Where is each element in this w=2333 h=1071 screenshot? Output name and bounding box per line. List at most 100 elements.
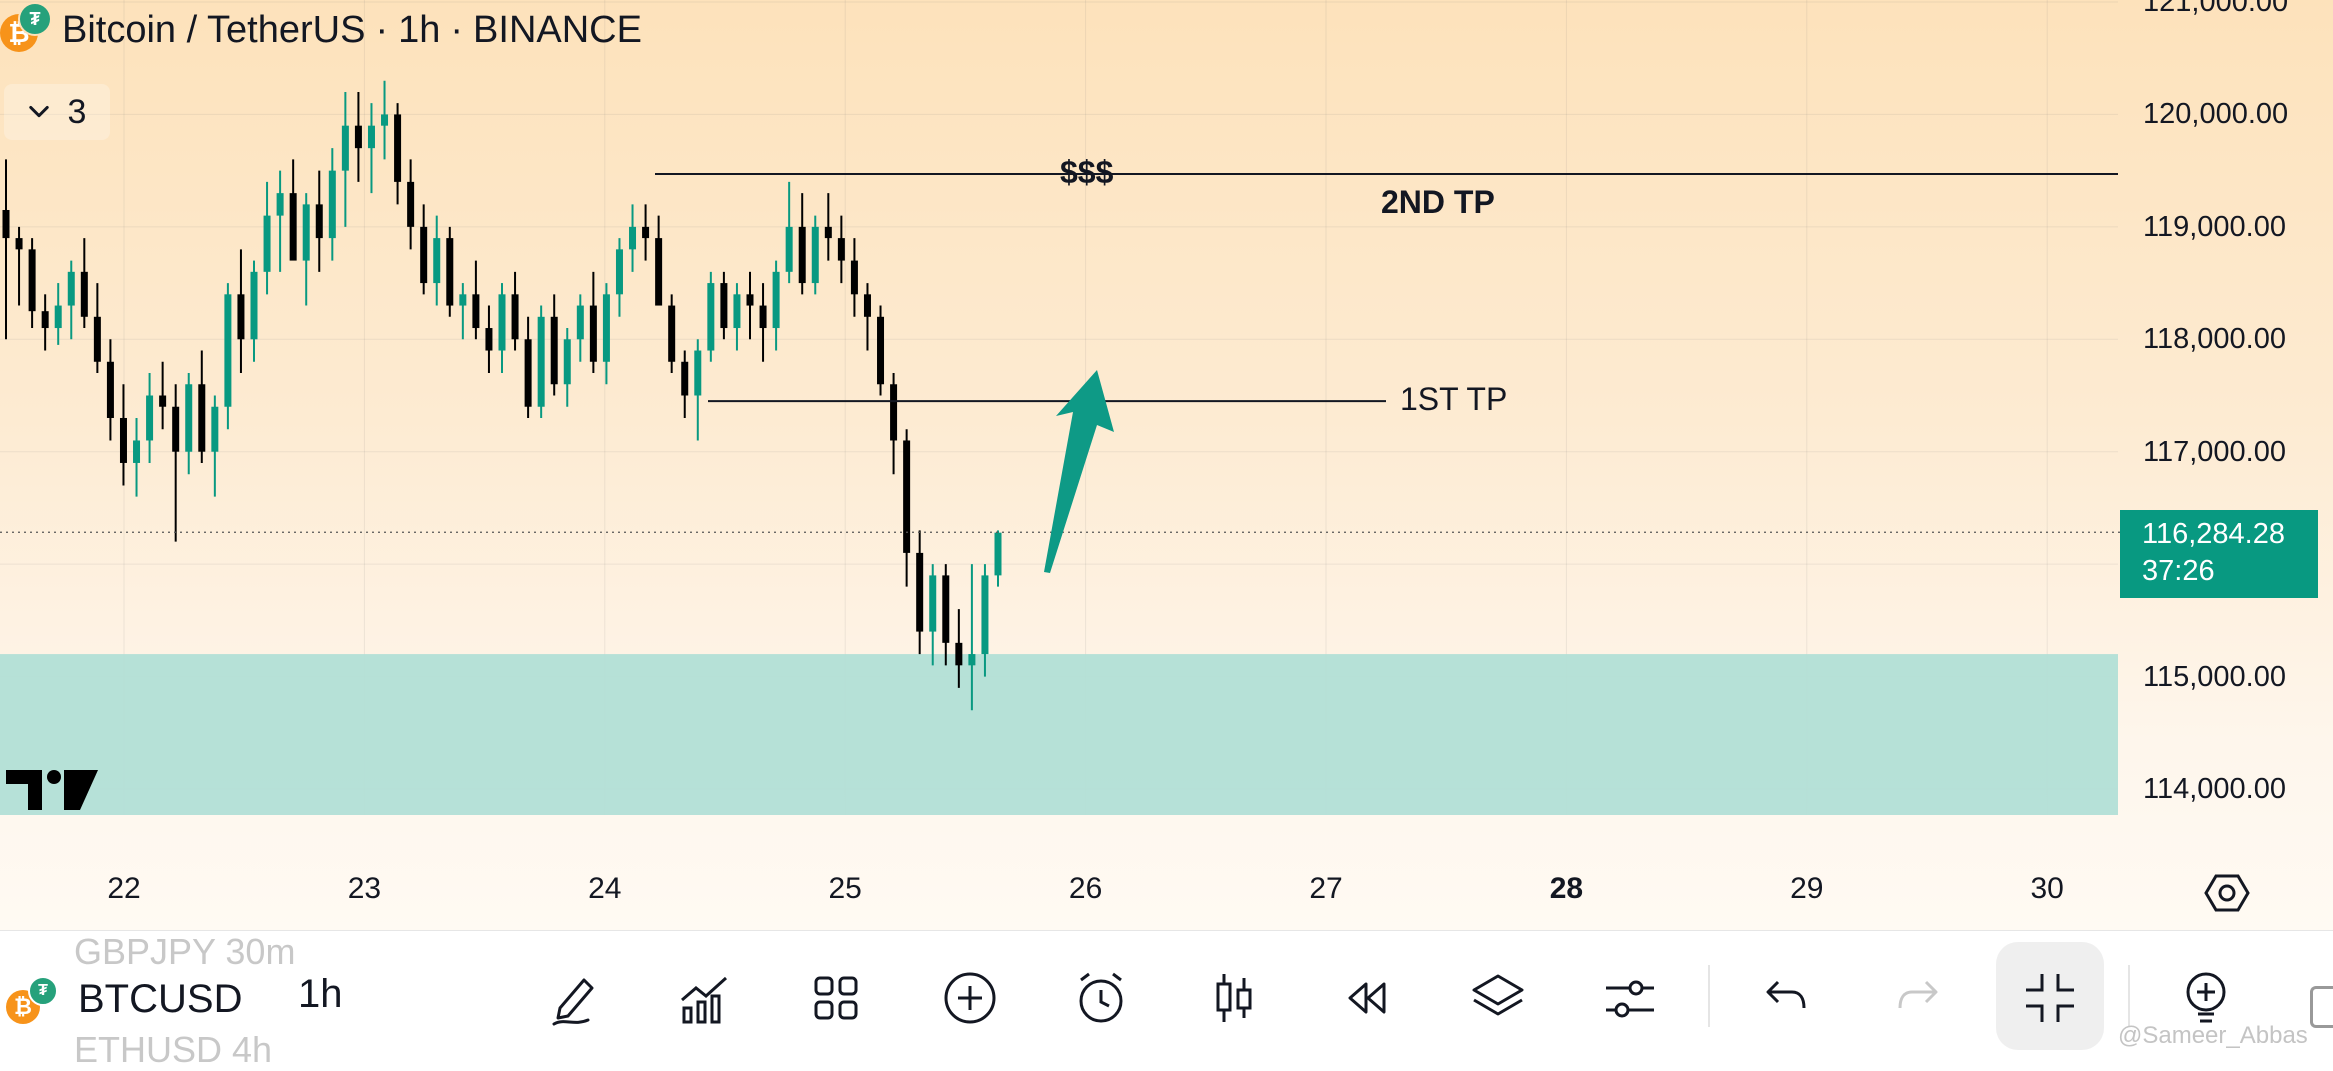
- pair-name: Bitcoin / TetherUS: [62, 8, 366, 51]
- candle-body-58: [759, 305, 767, 329]
- fullscreen-exit-button[interactable]: [2014, 962, 2086, 1034]
- level-label-2nd-tp[interactable]: 2ND TP: [1381, 184, 1495, 221]
- undo-button[interactable]: [1750, 962, 1822, 1034]
- candle-body-16: [211, 406, 219, 452]
- candle-body-41: [537, 316, 545, 407]
- chart-settings-icon[interactable]: [2204, 870, 2250, 916]
- symbol-list-next[interactable]: ETHUSD 4h: [74, 1029, 273, 1070]
- candle-body-66: [863, 294, 871, 317]
- date-tick-label: 24: [588, 872, 622, 905]
- chart-type-button[interactable]: [1198, 962, 1270, 1034]
- candle-body-6: [80, 271, 88, 317]
- candle-body-12: [159, 395, 167, 407]
- alert-button[interactable]: [1065, 962, 1137, 1034]
- date-tick-label: 25: [828, 872, 862, 905]
- price-chart[interactable]: [0, 0, 2333, 930]
- author-watermark: @Sameer_Abbas: [2118, 1022, 2308, 1049]
- toolbar-divider: [1708, 965, 1710, 1027]
- candle-body-37: [485, 328, 493, 351]
- price-tick-label: 117,000.00: [2143, 435, 2286, 468]
- candle-body-21: [276, 193, 284, 216]
- layers-button[interactable]: [1462, 962, 1534, 1034]
- candle-body-44: [576, 305, 584, 340]
- more-tools-edge[interactable]: [2310, 986, 2333, 1028]
- candle-body-36: [472, 294, 480, 329]
- candle-body-22: [289, 193, 297, 261]
- candle-body-57: [746, 294, 754, 306]
- candle-body-40: [524, 339, 532, 407]
- candle-body-62: [811, 226, 819, 284]
- chevron-down-icon: [28, 105, 49, 118]
- pair-logo: ₿ ₮: [0, 0, 60, 60]
- current-price-tag: 116,284.28 37:26: [2120, 510, 2318, 598]
- candle-body-13: [172, 406, 180, 452]
- candle-body-56: [733, 294, 741, 329]
- tether-logo-icon: ₮: [18, 2, 52, 36]
- candle-body-65: [850, 260, 858, 295]
- candle-body-1: [15, 238, 23, 250]
- chart-area[interactable]: ₿ ₮ Bitcoin / TetherUS · 1h · BINANCE 3 …: [0, 0, 2333, 930]
- candle-body-60: [785, 226, 793, 272]
- candle-body-4: [54, 305, 62, 329]
- fullscreen-exit-icon: [2026, 974, 2074, 1022]
- redo-button[interactable]: [1882, 962, 1954, 1034]
- candle-body-54: [707, 283, 715, 351]
- candle-body-17: [224, 294, 232, 407]
- candle-body-7: [93, 316, 101, 362]
- indicators-icon: [681, 976, 728, 1024]
- candle-body-30: [394, 114, 402, 182]
- candle-body-26: [341, 125, 349, 171]
- ideas-button[interactable]: [2170, 962, 2242, 1034]
- candle-body-35: [459, 294, 467, 306]
- layouts-button[interactable]: [800, 962, 872, 1034]
- add-icon: [944, 972, 996, 1024]
- candle-body-14: [185, 384, 193, 452]
- candle-body-45: [589, 305, 597, 362]
- candle-body-20: [263, 215, 271, 272]
- candle-body-29: [381, 114, 389, 126]
- add-button[interactable]: [934, 962, 1006, 1034]
- indicators-button[interactable]: [668, 962, 740, 1034]
- candle-body-52: [681, 361, 689, 396]
- candle-body-23: [302, 204, 310, 261]
- price-tick-label: 115,000.00: [2143, 660, 2286, 693]
- price-tick-label: 119,000.00: [2143, 210, 2286, 243]
- settings-sliders-icon: [1606, 980, 1654, 1018]
- candle-body-73: [955, 642, 963, 666]
- candle-body-39: [511, 294, 519, 340]
- chart-type-icon: [1216, 974, 1252, 1022]
- candle-body-27: [354, 125, 362, 149]
- candle-body-47: [615, 249, 623, 295]
- candle-body-19: [250, 271, 258, 340]
- price-tick-label: 121,000.00: [2143, 0, 2289, 18]
- date-tick-label: 22: [107, 872, 141, 905]
- symbol-selector[interactable]: ₿ ₮ BTCUSD: [0, 964, 242, 1034]
- candle-body-0: [2, 209, 10, 239]
- candle-body-74: [968, 654, 976, 666]
- candle-body-32: [420, 226, 428, 284]
- settings-sliders-button[interactable]: [1594, 962, 1666, 1034]
- candle-body-51: [668, 305, 676, 362]
- title-separator: ·: [375, 8, 389, 51]
- candle-body-18: [237, 294, 245, 340]
- symbol-name: BTCUSD: [78, 976, 243, 1021]
- replay-button[interactable]: [1330, 962, 1402, 1034]
- timeframe-selector[interactable]: 1h: [298, 972, 343, 1016]
- layers-icon: [1472, 974, 1524, 1016]
- symbol-list-previous[interactable]: GBPJPY 30m: [74, 931, 296, 972]
- candle-body-63: [824, 226, 832, 239]
- demand-zone: [0, 654, 2118, 815]
- indicators-count: 3: [67, 92, 87, 131]
- candle-body-31: [407, 181, 415, 227]
- candle-body-42: [550, 316, 558, 385]
- date-tick-label: 26: [1068, 872, 1103, 905]
- candle-body-71: [929, 575, 937, 632]
- redo-icon: [1898, 980, 1938, 1009]
- level-label-1st-tp[interactable]: 1ST TP: [1400, 381, 1508, 418]
- price-tick-label: 118,000.00: [2143, 323, 2286, 356]
- level-label-liquidity[interactable]: $$$: [1060, 154, 1114, 191]
- candle-body-11: [146, 395, 154, 441]
- indicators-collapse-button[interactable]: 3: [4, 84, 110, 140]
- draw-button[interactable]: [538, 962, 610, 1034]
- symbol-title[interactable]: ₿ ₮ Bitcoin / TetherUS · 1h · BINANCE: [0, 0, 642, 60]
